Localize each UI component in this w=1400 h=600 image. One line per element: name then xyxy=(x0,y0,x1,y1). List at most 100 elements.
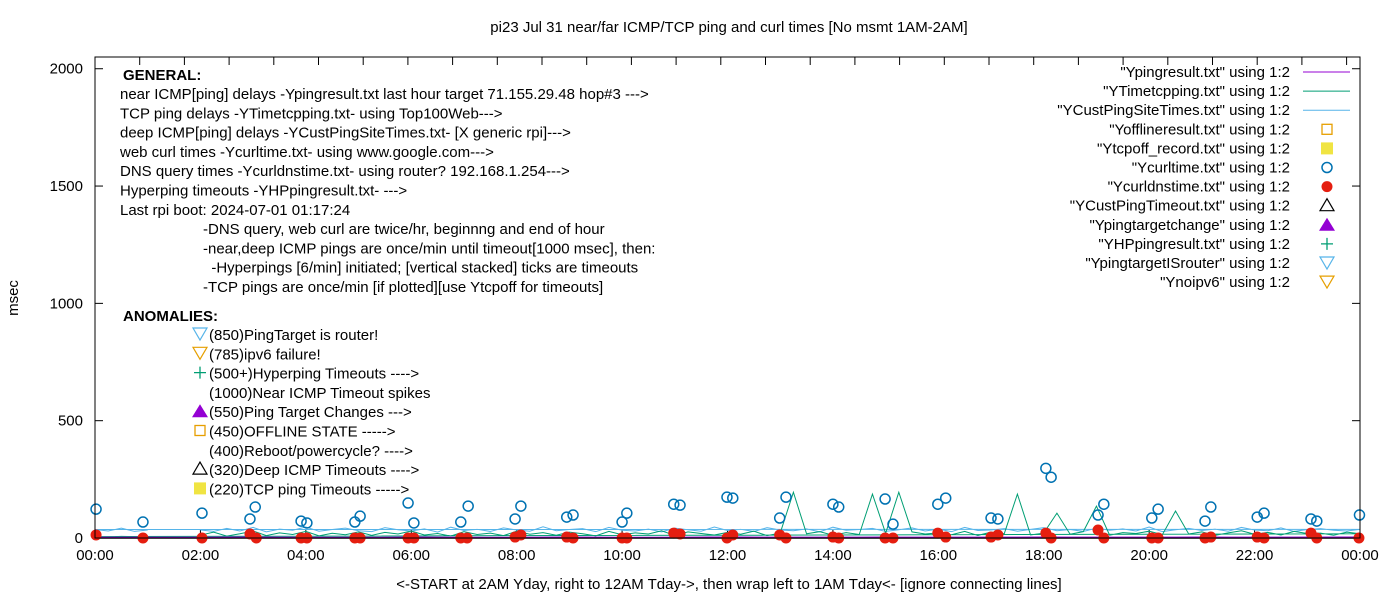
general-line: deep ICMP[ping] delays -YCustPingSiteTim… xyxy=(120,125,571,142)
data-point xyxy=(727,492,739,504)
x-tick-label: 02:00 xyxy=(182,547,220,564)
series-line-2 xyxy=(94,526,1361,533)
legend-marker-shape xyxy=(1318,197,1336,212)
anomaly-marker xyxy=(191,327,209,342)
data-point-shape xyxy=(301,517,313,529)
anomaly-item: (1000)Near ICMP Timeout spikes xyxy=(209,385,430,402)
data-point-shape xyxy=(137,516,149,528)
anomaly-marker xyxy=(194,482,206,495)
data-point-shape xyxy=(1305,513,1317,525)
data-point xyxy=(1205,501,1217,513)
legend-marker-shape xyxy=(1318,275,1336,290)
x-axis-label: <-START at 2AM Yday, right to 12AM Tday-… xyxy=(396,576,1061,593)
anomaly-marker-shape xyxy=(192,404,208,418)
anomaly-marker-shape xyxy=(194,366,206,379)
data-point-shape xyxy=(827,498,839,510)
data-point xyxy=(1305,513,1317,525)
legend-label: "YCustPingSiteTimes.txt" using 1:2 xyxy=(1057,102,1290,119)
x-tick-label: 00:00 xyxy=(1341,547,1379,564)
legend-marker xyxy=(1321,161,1333,174)
anomaly-marker xyxy=(191,346,209,361)
data-point-shape xyxy=(992,529,1004,541)
legend-marker xyxy=(1321,123,1333,135)
data-point-shape xyxy=(509,513,521,525)
legend-marker-shape xyxy=(1321,181,1333,193)
data-point xyxy=(1098,498,1110,510)
data-point-shape xyxy=(1098,498,1110,510)
anomaly-item: (500+)Hyperping Timeouts ----> xyxy=(209,366,419,383)
y-tick-label: 1000 xyxy=(50,295,83,312)
data-point-shape xyxy=(1092,524,1104,536)
anomaly-item: (450)OFFLINE STATE -----> xyxy=(209,424,396,441)
legend: "Ypingresult.txt" using 1:2 "YTimetcpping… xyxy=(1057,64,1350,291)
legend-marker xyxy=(1321,142,1333,155)
data-point-shape xyxy=(1146,512,1158,524)
anomaly-marker-shape xyxy=(194,482,206,495)
data-point xyxy=(567,509,579,521)
general-line: Hyperping timeouts -YHPpingresult.txt- -… xyxy=(120,183,407,200)
data-point-shape xyxy=(515,500,527,512)
data-point xyxy=(667,498,680,510)
data-point-shape xyxy=(832,501,845,513)
data-point xyxy=(462,500,474,512)
data-point xyxy=(349,516,361,528)
legend-marker-shape xyxy=(1321,123,1333,135)
data-point xyxy=(1092,509,1104,521)
data-point xyxy=(196,507,208,519)
data-point xyxy=(674,499,686,511)
general-line: near ICMP[ping] delays -Ypingresult.txt … xyxy=(120,86,649,103)
data-point xyxy=(455,516,467,528)
legend-marker xyxy=(1318,275,1336,290)
legend-marker xyxy=(1321,181,1333,193)
data-point-shape xyxy=(1092,509,1104,521)
y-axis-label: msec xyxy=(5,280,22,316)
data-point-shape xyxy=(932,498,944,510)
axes: 0 500 1000 1500 2000 00:00 02:00 04:00 06:00 08:0… xyxy=(50,57,1379,564)
data-point xyxy=(879,493,891,505)
data-point-shape xyxy=(621,507,633,519)
data-point xyxy=(1205,531,1217,543)
anomaly-item: (785)ipv6 failure! xyxy=(209,346,321,363)
data-point xyxy=(1146,512,1158,524)
data-point-shape xyxy=(879,493,891,505)
anomaly-item: (400)Reboot/powercycle? ----> xyxy=(209,443,413,460)
x-tick-label: 18:00 xyxy=(1025,547,1063,564)
anomaly-marker-shape xyxy=(194,424,206,437)
data-point-shape xyxy=(90,529,102,541)
data-point-shape xyxy=(354,510,366,522)
data-point xyxy=(1353,509,1366,521)
anomaly-item: (850)PingTarget is router! xyxy=(209,327,378,344)
data-point-shape xyxy=(560,511,573,523)
legend-marker-shape xyxy=(1318,256,1336,271)
legend-label: "Ynoipv6" using 1:2 xyxy=(1160,274,1290,291)
data-point-shape xyxy=(674,528,686,540)
data-point xyxy=(827,498,839,510)
data-point-shape xyxy=(1258,507,1270,519)
data-point xyxy=(887,518,899,530)
data-point-shape xyxy=(90,503,102,515)
data-point xyxy=(1092,524,1104,536)
data-point-shape xyxy=(1353,509,1366,521)
data-point xyxy=(1258,507,1270,519)
general-line: Last rpi boot: 2024-07-01 01:17:24 xyxy=(120,202,350,219)
plot-area xyxy=(90,462,1366,544)
data-point-shape xyxy=(1199,515,1211,527)
anomaly-marker xyxy=(192,404,208,418)
legend-label: "YTimetcpping.txt" using 1:2 xyxy=(1103,83,1290,100)
data-point-shape xyxy=(939,492,952,504)
legend-marker xyxy=(1319,217,1335,231)
general-line: DNS query times -Ycurldnstime.txt- using… xyxy=(120,163,570,180)
x-tick-label: 04:00 xyxy=(287,547,325,564)
data-point xyxy=(1152,503,1164,515)
note-line: -near,deep ICMP pings are once/min until… xyxy=(203,240,655,257)
anomaly-item: (320)Deep ICMP Timeouts ----> xyxy=(209,462,419,479)
x-tick-label: 08:00 xyxy=(498,547,536,564)
data-point-shape xyxy=(773,512,786,524)
x-tick-label: 20:00 xyxy=(1130,547,1168,564)
data-point-shape xyxy=(727,492,739,504)
data-point xyxy=(721,491,733,503)
data-point xyxy=(90,503,102,515)
legend-label: "Ypingtargetchange" using 1:2 xyxy=(1089,217,1290,234)
data-point-shape xyxy=(616,516,628,528)
data-point-shape xyxy=(1152,503,1164,515)
